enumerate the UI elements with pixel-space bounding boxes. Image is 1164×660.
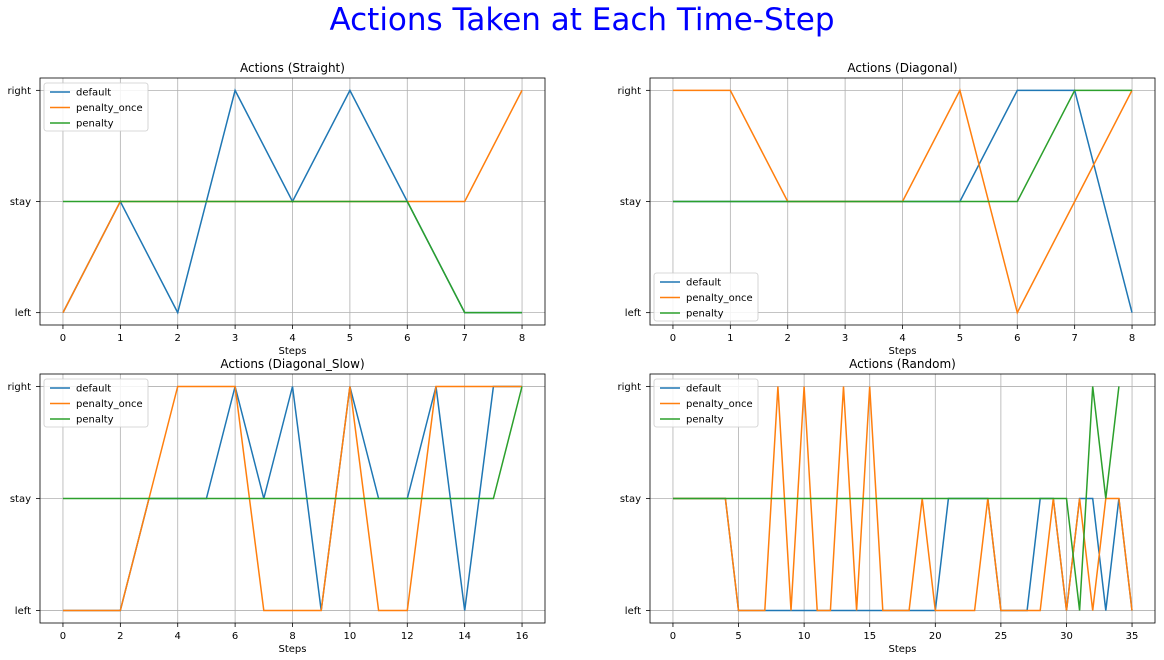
chart-title: Actions (Straight) xyxy=(240,61,345,75)
y-tick-label: left xyxy=(625,308,641,319)
legend-label: penalty_once xyxy=(76,103,143,114)
x-tick-label: 20 xyxy=(929,631,942,642)
y-tick-label: right xyxy=(8,382,32,393)
x-tick-label: 2 xyxy=(117,631,123,642)
x-tick-label: 3 xyxy=(232,333,238,344)
legend-label: penalty xyxy=(686,309,724,320)
chart-panel-3: 0 2 4 6 8 10 12 14 16 left stay right Actions (Diago… xyxy=(8,357,546,655)
legend-label: default xyxy=(76,88,111,99)
x-tick-label: 2 xyxy=(175,333,181,344)
series-line-penalty xyxy=(673,89,1132,203)
x-tick-label: 5 xyxy=(735,631,741,642)
x-tick-label: 14 xyxy=(458,631,471,642)
x-tick-label: 35 xyxy=(1126,631,1139,642)
x-tick-label: 6 xyxy=(404,333,410,344)
x-tick-label: 8 xyxy=(289,631,295,642)
legend-box xyxy=(43,82,149,132)
chart-title: Actions (Diagonal) xyxy=(847,61,957,75)
x-tick-label: 4 xyxy=(289,333,295,344)
legend-box xyxy=(653,378,759,428)
series-line-penalty xyxy=(63,386,523,500)
y-tick-label: left xyxy=(15,606,31,617)
x-tick-label: 0 xyxy=(670,631,676,642)
x-tick-label: 0 xyxy=(670,333,676,344)
x-tick-label: 7 xyxy=(1071,333,1077,344)
series-line-penalty xyxy=(673,386,1120,611)
x-tick-label: 8 xyxy=(1129,333,1135,344)
y-tick-label: stay xyxy=(10,197,31,208)
x-tick-label: 4 xyxy=(899,333,905,344)
x-tick-label: 7 xyxy=(461,333,467,344)
x-tick-label: 4 xyxy=(175,631,181,642)
x-tick-label: 10 xyxy=(344,631,357,642)
legend-label: default xyxy=(686,278,721,289)
x-tick-label: 0 xyxy=(60,631,66,642)
y-tick-label: left xyxy=(625,606,641,617)
x-tick-label: 30 xyxy=(1060,631,1073,642)
x-tick-label: 2 xyxy=(785,333,791,344)
series-line-penalty-once xyxy=(673,386,1133,612)
x-tick-label: 25 xyxy=(995,631,1008,642)
x-tick-label: 1 xyxy=(727,333,733,344)
y-tick-label: stay xyxy=(620,494,641,505)
legend-label: default xyxy=(686,384,721,395)
chart-panel-2: 0 1 2 3 4 5 6 7 8 left stay right Actions (Diagonal)… xyxy=(618,61,1156,357)
legend-label: penalty_once xyxy=(686,399,753,410)
series-line-penalty-once xyxy=(63,385,522,612)
y-tick-label: stay xyxy=(620,197,641,208)
series-line-default xyxy=(673,497,1133,612)
x-tick-label: 12 xyxy=(401,631,414,642)
x-tick-label: 6 xyxy=(232,631,238,642)
y-tick-label: stay xyxy=(10,494,31,505)
x-tick-label: 10 xyxy=(798,631,811,642)
legend-label: penalty_once xyxy=(686,293,753,304)
y-tick-label: right xyxy=(618,86,642,97)
x-tick-label: 5 xyxy=(957,333,963,344)
x-tick-label: 1 xyxy=(117,333,123,344)
chart-panel-1: 0 1 2 3 4 5 6 7 8 left stay right Actions (Straight)… xyxy=(8,61,546,357)
x-tick-label: 5 xyxy=(347,333,353,344)
x-tick-label: 6 xyxy=(1014,333,1020,344)
legend-label: default xyxy=(76,384,111,395)
x-tick-label: 15 xyxy=(863,631,876,642)
x-tick-label: 8 xyxy=(519,333,525,344)
y-tick-label: right xyxy=(618,382,642,393)
figure-title: Actions Taken at Each Time-Step xyxy=(329,2,835,38)
x-tick-label: 0 xyxy=(60,333,66,344)
chart-panel-4: 0 5 10 15 20 25 30 35 left stay right Actions (Rand… xyxy=(618,357,1156,655)
legend-box xyxy=(653,272,759,322)
chart-title: Actions (Diagonal_Slow) xyxy=(220,357,364,371)
x-tick-label: 16 xyxy=(516,631,529,642)
x-axis-label: Steps xyxy=(889,644,917,655)
legend-label: penalty xyxy=(76,119,114,130)
series-line-penalty xyxy=(63,200,522,314)
legend-label: penalty xyxy=(76,415,114,426)
chart-title: Actions (Random) xyxy=(849,357,956,371)
x-axis-label: Steps xyxy=(889,346,917,357)
y-tick-label: right xyxy=(8,86,32,97)
legend-box xyxy=(43,378,149,428)
legend-label: penalty_once xyxy=(76,399,143,410)
legend-label: penalty xyxy=(686,415,724,426)
x-axis-label: Steps xyxy=(279,644,307,655)
x-axis-label: Steps xyxy=(279,346,307,357)
x-tick-label: 3 xyxy=(842,333,848,344)
y-tick-label: left xyxy=(15,308,31,319)
